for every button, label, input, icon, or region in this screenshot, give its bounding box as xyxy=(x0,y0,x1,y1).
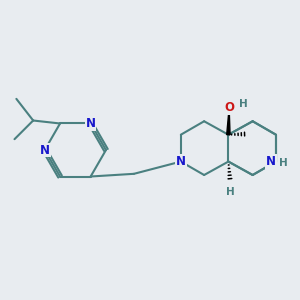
Text: H: H xyxy=(279,158,288,168)
Text: N: N xyxy=(40,143,50,157)
Text: N: N xyxy=(86,117,96,130)
Text: H: H xyxy=(226,187,235,196)
Polygon shape xyxy=(227,108,230,135)
Text: N: N xyxy=(176,155,186,168)
Text: H: H xyxy=(239,99,248,109)
Text: N: N xyxy=(266,155,276,168)
Text: O: O xyxy=(224,101,234,114)
